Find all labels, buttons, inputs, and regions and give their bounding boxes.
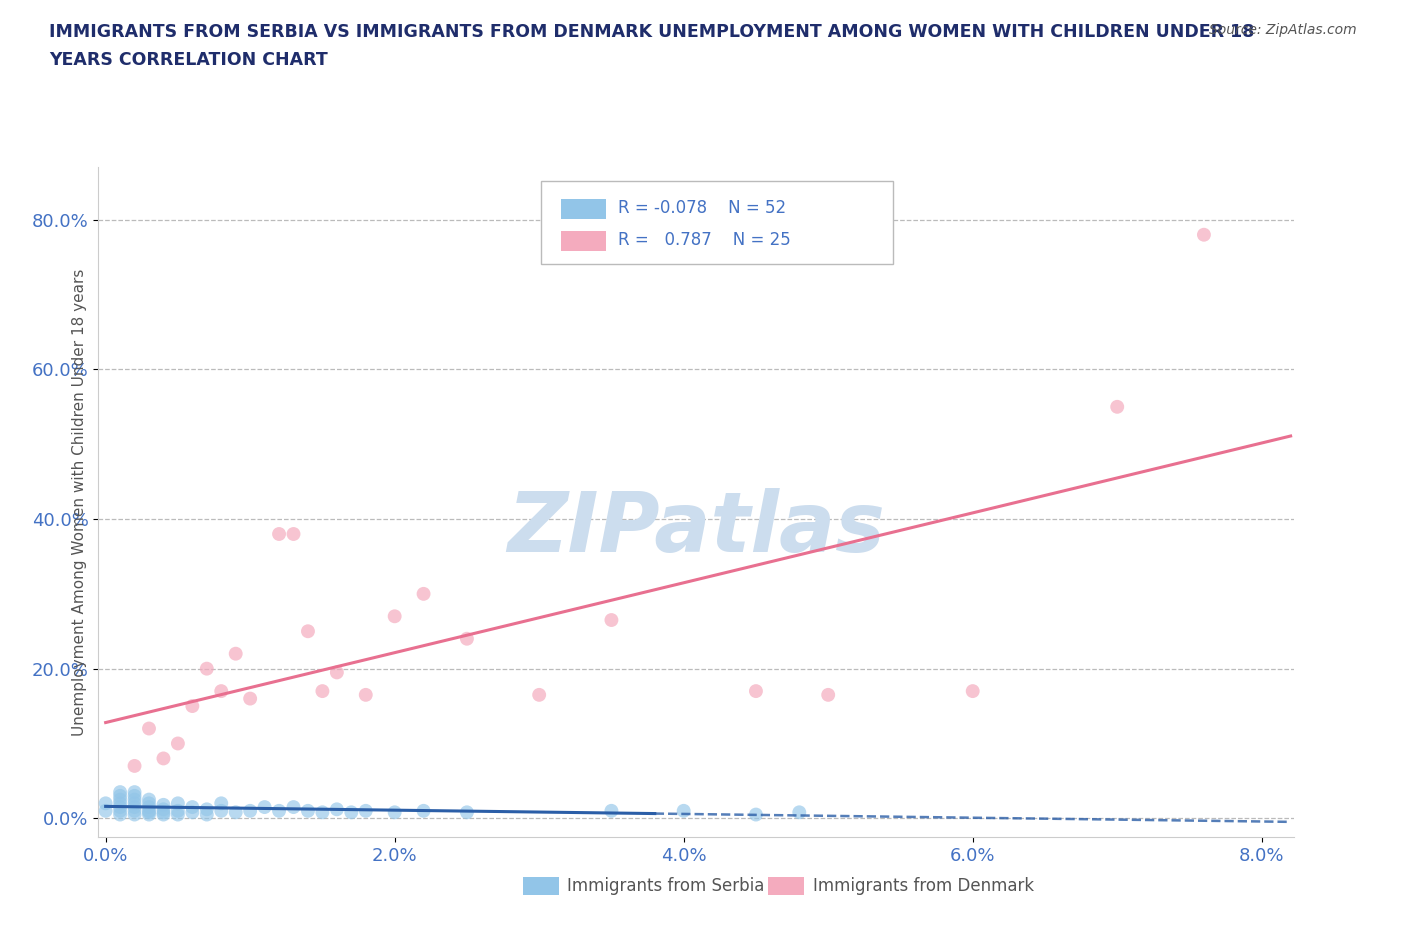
Point (225, 804, 247, 819)
Point (354, 804, 377, 818)
Point (108, 800, 131, 815)
Point (817, 687, 839, 702)
Point (167, 807, 190, 822)
Point (138, 804, 160, 819)
Text: ZIPatlas: ZIPatlas (508, 488, 884, 569)
Point (412, 587, 434, 602)
Point (326, 802, 349, 817)
Point (108, 792, 131, 807)
Point (94, 796, 117, 811)
Point (283, 800, 305, 815)
Point (600, 613, 623, 628)
Text: Immigrants from Serbia: Immigrants from Serbia (567, 877, 765, 895)
Point (181, 804, 204, 819)
Y-axis label: Unemployment Among Women with Children Under 18 years: Unemployment Among Women with Children U… (72, 269, 87, 736)
Text: R =   0.787    N = 25: R = 0.787 N = 25 (619, 232, 792, 249)
Point (108, 796, 131, 811)
Text: IMMIGRANTS FROM SERBIA VS IMMIGRANTS FROM DENMARK UNEMPLOYMENT AMONG WOMEN WITH : IMMIGRANTS FROM SERBIA VS IMMIGRANTS FRO… (49, 23, 1254, 41)
Point (209, 684, 232, 698)
Text: Source: ZipAtlas.com: Source: ZipAtlas.com (1209, 23, 1357, 37)
Point (672, 804, 695, 818)
Point (456, 804, 478, 819)
Point (124, 807, 146, 822)
Point (787, 804, 810, 819)
Point (297, 624, 319, 639)
Point (138, 721, 160, 736)
Point (456, 631, 478, 646)
Point (152, 807, 174, 822)
Point (311, 804, 333, 819)
Point (138, 804, 160, 818)
Point (138, 800, 160, 815)
Point (600, 804, 623, 818)
Point (283, 526, 305, 541)
Point (94, 804, 117, 818)
FancyBboxPatch shape (523, 876, 558, 896)
Point (340, 804, 363, 819)
Point (124, 796, 146, 811)
Point (354, 687, 377, 702)
Point (167, 796, 190, 811)
Point (181, 800, 204, 815)
Point (745, 807, 768, 822)
Point (108, 807, 131, 822)
FancyBboxPatch shape (768, 876, 804, 896)
Point (167, 736, 190, 751)
FancyBboxPatch shape (541, 180, 893, 264)
Point (225, 646, 247, 661)
Point (1107, 399, 1129, 414)
Point (297, 804, 319, 818)
Point (152, 804, 174, 819)
Point (195, 802, 218, 817)
Point (138, 796, 160, 811)
FancyBboxPatch shape (561, 199, 606, 219)
Point (138, 807, 160, 822)
Point (311, 684, 333, 698)
Point (108, 804, 131, 818)
Point (527, 687, 550, 702)
Point (124, 759, 146, 774)
Point (108, 789, 131, 804)
Point (412, 804, 434, 818)
Point (745, 684, 768, 698)
Text: YEARS CORRELATION CHART: YEARS CORRELATION CHART (49, 51, 328, 69)
Point (124, 785, 146, 800)
Point (326, 665, 349, 680)
Point (239, 691, 262, 706)
Point (124, 792, 146, 807)
Point (124, 804, 146, 818)
FancyBboxPatch shape (561, 231, 606, 251)
Point (181, 698, 204, 713)
Point (124, 800, 146, 815)
Point (384, 804, 406, 819)
Point (195, 661, 218, 676)
Point (1192, 227, 1215, 242)
Text: R = -0.078    N = 52: R = -0.078 N = 52 (619, 199, 786, 218)
Point (152, 751, 174, 766)
Point (384, 609, 406, 624)
Point (962, 684, 984, 698)
Point (108, 785, 131, 800)
Point (152, 797, 174, 812)
Point (138, 792, 160, 807)
Point (267, 526, 290, 541)
Point (239, 804, 262, 818)
Text: Immigrants from Denmark: Immigrants from Denmark (813, 877, 1035, 895)
Point (253, 800, 276, 815)
Point (195, 807, 218, 822)
Point (167, 804, 190, 818)
Point (267, 804, 290, 818)
Point (152, 802, 174, 817)
Point (124, 789, 146, 804)
Point (209, 804, 232, 818)
Point (209, 796, 232, 811)
